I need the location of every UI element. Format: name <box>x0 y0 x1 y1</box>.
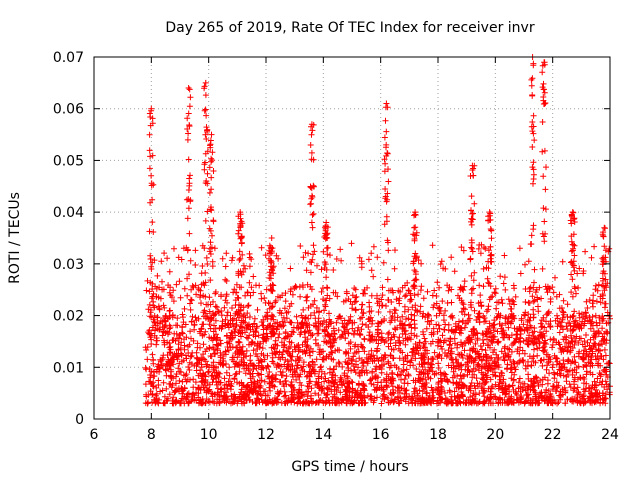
roti-spike <box>599 224 610 307</box>
y-tick-label: 0.04 <box>53 205 84 221</box>
roti-spike-points <box>410 209 420 299</box>
roti-spike <box>467 162 478 311</box>
x-tick-label: 22 <box>544 427 562 443</box>
roti-spike <box>183 85 194 299</box>
data-points <box>142 54 613 407</box>
x-tick-label: 14 <box>314 427 332 443</box>
x-tick-label: 6 <box>90 427 99 443</box>
x-tick-label: 12 <box>257 427 275 443</box>
roti-spike-points <box>527 54 538 305</box>
roti-spike <box>527 54 538 305</box>
roti-spike <box>206 131 217 284</box>
y-tick-label: 0.02 <box>53 309 84 325</box>
roti-point-cloud <box>142 240 613 407</box>
y-tick-label: 0.07 <box>53 50 84 66</box>
roti-spike <box>539 59 549 272</box>
roti-spike-points <box>206 131 217 284</box>
roti-spike-points <box>201 79 211 276</box>
y-tick-label: 0.06 <box>53 102 84 118</box>
roti-spike <box>567 209 578 290</box>
roti-spike-points <box>485 209 495 313</box>
y-tick-label: 0.01 <box>53 360 84 376</box>
chart-title: Day 265 of 2019, Rate Of TEC Index for r… <box>165 20 534 36</box>
roti-spike <box>235 209 246 314</box>
axis-ticks: 6 8 10 12 14 16 18 20 22 24 0 0.01 0.02 0.03 0.04 0.05 0… <box>53 50 619 443</box>
roti-spike <box>410 209 420 299</box>
roti-spike <box>201 79 211 276</box>
x-tick-label: 10 <box>200 427 218 443</box>
roti-spike-points <box>381 100 392 283</box>
x-tick-label: 24 <box>601 427 619 443</box>
roti-spike <box>307 121 317 290</box>
roti-spike <box>146 105 157 305</box>
roti-spike-points <box>539 59 549 272</box>
roti-spike-points <box>235 209 246 314</box>
roti-spike-points <box>567 209 578 290</box>
x-tick-label: 20 <box>486 427 504 443</box>
x-tick-label: 18 <box>429 427 447 443</box>
roti-spike-points <box>321 219 331 310</box>
roti-spike <box>381 100 392 283</box>
roti-spike-points <box>266 235 277 312</box>
y-tick-label: 0.05 <box>53 153 84 169</box>
roti-spike <box>321 219 331 310</box>
roti-spike-points <box>146 105 157 305</box>
grid-lines <box>94 57 610 419</box>
roti-spike-points <box>307 121 317 290</box>
x-tick-label: 16 <box>372 427 390 443</box>
roti-spike-points <box>599 224 610 307</box>
y-tick-label: 0.03 <box>53 257 84 273</box>
x-axis-label: GPS time / hours <box>291 459 408 475</box>
x-tick-label: 8 <box>147 427 156 443</box>
roti-spike <box>266 235 277 312</box>
plot-frame <box>93 56 611 420</box>
roti-spike-points <box>183 85 194 299</box>
roti-spike <box>485 209 495 313</box>
y-axis-label: ROTI / TECUs <box>7 192 23 284</box>
roti-spike-points <box>467 162 478 311</box>
y-tick-label: 0 <box>75 412 84 428</box>
